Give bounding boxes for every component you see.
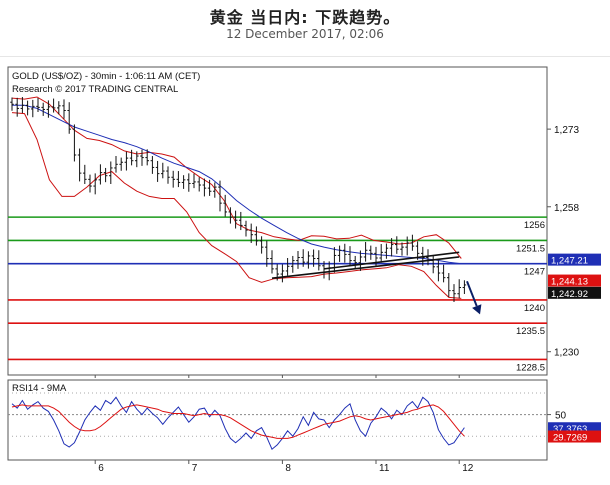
page-date: 12 December 2017, 02:06: [226, 27, 384, 41]
forecast-arrow-head: [472, 304, 482, 315]
trendline: [271, 256, 460, 279]
price-tag: [548, 253, 601, 266]
x-tick-label: 6: [98, 463, 104, 474]
rsi-value-tag-label: 37.3763: [553, 424, 587, 435]
rsi-value-tag-label: 29.7269: [553, 433, 587, 444]
bollinger-upper-line: [11, 96, 462, 259]
price-tag-label: 1,242.92: [551, 289, 588, 300]
y-tick-label: 1,273: [554, 125, 579, 136]
rsi-value-tag: [548, 430, 601, 443]
level-label: 1256: [524, 220, 545, 231]
level-label: 1228.5: [516, 362, 545, 373]
bollinger-lower-line: [11, 112, 462, 299]
level-label: 1251.5: [516, 243, 545, 254]
y-tick-label: 1,230: [554, 348, 579, 359]
x-tick-label: 8: [285, 463, 291, 474]
forecast-arrow-shaft: [466, 280, 478, 307]
price-tag-label: 1,244.13: [551, 277, 588, 288]
rsi-tick-label: 50: [555, 411, 567, 422]
rsi-line: [11, 396, 465, 451]
price-tag-label: 1,247.21: [551, 256, 588, 267]
x-tick-label: 7: [192, 463, 198, 474]
chart-header: GOLD (US$/OZ) - 30min - 1:06:11 AM (CET): [12, 71, 200, 82]
level-label: 1240: [524, 303, 545, 314]
price-layer: 1,273 1,258 1,230 1256 1251.5 1247 1240 1235.5 1…: [8, 96, 601, 378]
rsi-ma-line: [11, 404, 465, 439]
header-divider: [0, 56, 610, 57]
chart-credit: Research © 2017 TRADING CENTRAL: [12, 84, 178, 95]
x-tick-label: 11: [379, 463, 390, 474]
level-label: 1247: [524, 267, 545, 278]
price-tag: [548, 274, 601, 287]
page-title: 黄金 当日内: 下跌趋势。: [209, 8, 401, 27]
price-tag: [548, 286, 601, 299]
price-panel: [7, 66, 548, 376]
trendline: [323, 251, 460, 270]
x-tick-label: 12: [462, 463, 474, 474]
y-tick-label: 1,258: [554, 203, 579, 214]
level-label: 1235.5: [516, 326, 545, 337]
rsi-panel: [7, 379, 548, 461]
rsi-title: RSI14 - 9MA: [12, 383, 67, 394]
